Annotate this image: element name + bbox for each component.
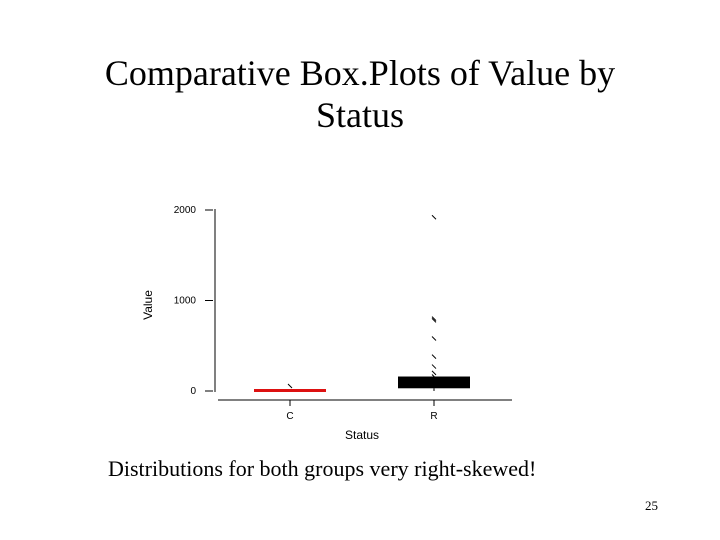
- outlier-R-5: [431, 318, 437, 323]
- slide-title-line-1: Comparative Box.Plots of Value by: [104, 53, 616, 93]
- chart-marks: 0 1000 2000 C R: [174, 205, 470, 422]
- slide-title: Comparative Box.Plots of Value by Status: [60, 52, 660, 136]
- outlier-R-3: [431, 354, 437, 359]
- slide-caption: Distributions for both groups very right…: [108, 456, 537, 481]
- slide-title-line-2: Status: [315, 95, 404, 135]
- y-axis-label: Value: [141, 290, 155, 320]
- outlier-R-2: [431, 364, 437, 369]
- x-tick-label-C: C: [286, 411, 293, 422]
- x-tick-label-R: R: [430, 411, 437, 422]
- outlier-R-0: [431, 374, 437, 379]
- box-R: [398, 376, 470, 389]
- y-tick-label-1000: 1000: [174, 296, 197, 307]
- x-axis-label: Status: [345, 428, 379, 442]
- page-number: 25: [645, 498, 658, 513]
- y-tick-label-2000: 2000: [174, 205, 197, 216]
- outlier-R-6: [431, 316, 437, 321]
- y-tick-label-0: 0: [190, 386, 196, 397]
- outlier-R-7: [431, 214, 437, 220]
- outlier-R-4: [431, 336, 437, 341]
- outlier-R-1: [431, 370, 437, 376]
- outlier-C-0: [287, 383, 293, 389]
